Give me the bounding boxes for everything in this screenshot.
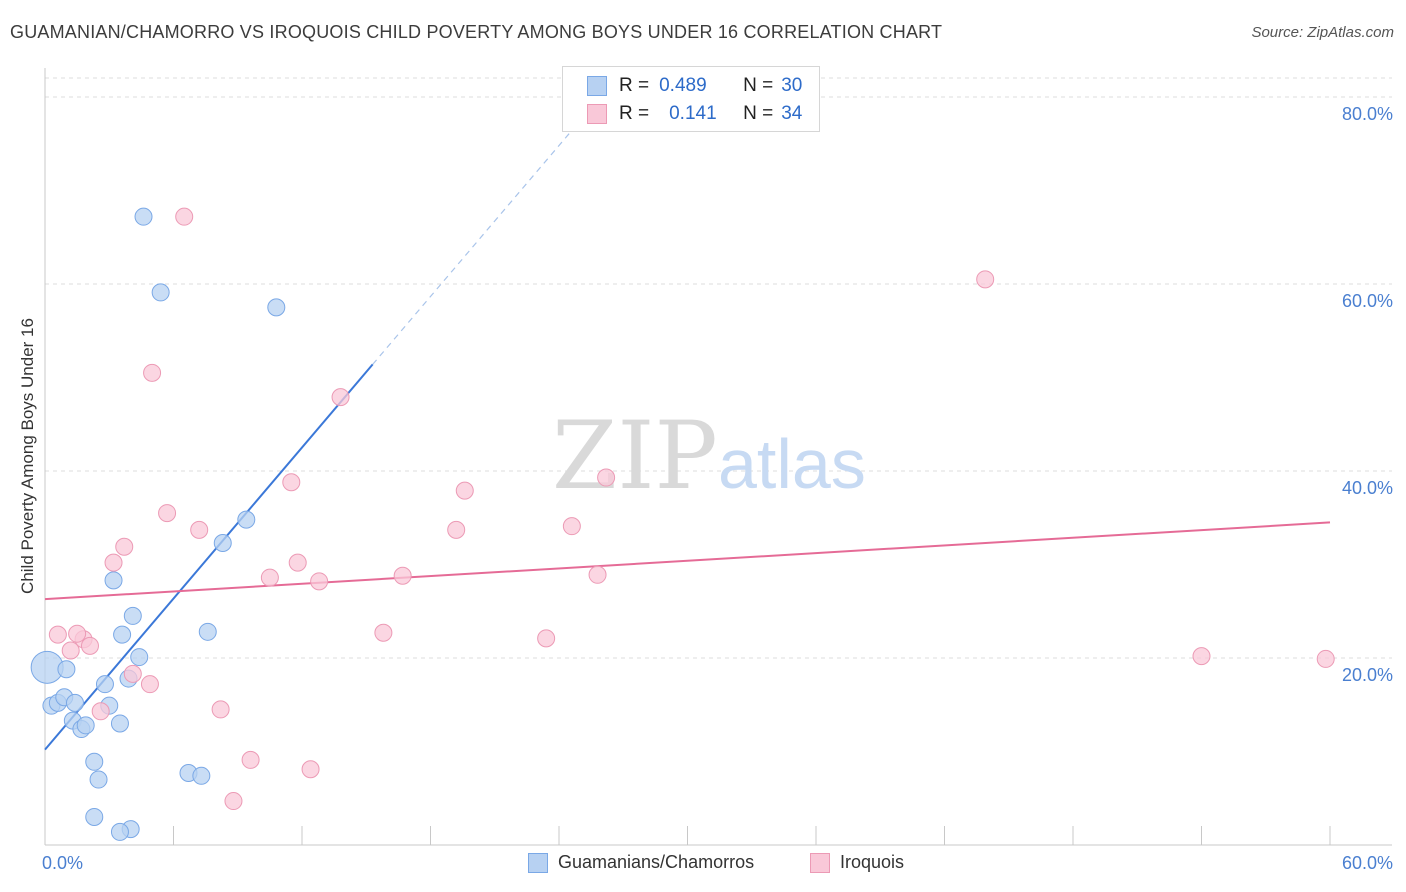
legend-row-iroquois: R = 0.141 N = 34 <box>563 101 802 127</box>
point-iroquois <box>123 664 142 683</box>
point-guamanian <box>95 675 114 694</box>
point-guamanian <box>57 660 76 679</box>
legend-swatch-iroquois <box>587 104 607 124</box>
point-iroquois <box>104 553 123 572</box>
y-tick-label: 60.0% <box>1342 291 1393 311</box>
point-iroquois <box>241 750 260 769</box>
trendline-guamanian-extension <box>372 119 581 365</box>
legend-n-label: N = <box>743 75 774 96</box>
legend-n-label: N = <box>743 103 774 124</box>
point-iroquois <box>224 792 243 811</box>
point-iroquois <box>91 702 110 721</box>
point-guamanian <box>151 283 170 302</box>
watermark: ZIP atlas <box>552 402 866 511</box>
legend-row-guamanian: R = 0.489 N = 30 <box>563 73 802 99</box>
point-iroquois <box>115 537 134 556</box>
point-iroquois <box>537 629 556 648</box>
legend-r-value: 0.489 <box>659 75 707 96</box>
point-iroquois <box>61 641 80 660</box>
point-guamanian <box>123 606 142 625</box>
point-iroquois <box>211 700 230 719</box>
point-iroquois <box>455 481 474 500</box>
point-iroquois <box>374 623 393 642</box>
legend-r-label: R = <box>619 75 650 96</box>
point-guamanian <box>76 716 95 735</box>
point-guamanian <box>104 571 123 590</box>
series-legend: Guamanians/Chamorros Iroquois <box>0 852 1406 876</box>
correlation-legend: R = 0.489 N = 30 R = 0.141 N = 34 <box>562 66 820 132</box>
legend-n-value: 34 <box>781 103 803 124</box>
point-iroquois <box>588 565 607 584</box>
point-iroquois <box>310 572 329 591</box>
point-iroquois <box>976 270 995 289</box>
legend-r-value: 0.141 <box>669 103 717 124</box>
chart-title: GUAMANIAN/CHAMORRO VS IROQUOIS CHILD POV… <box>10 22 943 42</box>
point-guamanian <box>192 766 211 785</box>
point-iroquois <box>140 675 159 694</box>
point-iroquois <box>158 504 177 523</box>
point-guamanian <box>89 770 108 789</box>
legend-swatch-guamanian <box>528 852 548 873</box>
point-guamanian <box>65 693 84 712</box>
point-iroquois <box>288 553 307 572</box>
point-iroquois <box>1192 647 1211 666</box>
data-points <box>30 207 1335 841</box>
point-iroquois <box>331 388 350 407</box>
y-axis-label: Child Poverty Among Boys Under 16 <box>18 318 37 594</box>
point-iroquois <box>1316 649 1335 668</box>
gridlines <box>45 77 1392 659</box>
point-guamanian <box>110 822 129 841</box>
point-guamanian <box>113 625 132 644</box>
point-guamanian <box>110 714 129 733</box>
watermark-atlas: atlas <box>718 425 866 503</box>
trendline-guamanian <box>44 363 374 751</box>
legend-swatch-iroquois <box>810 852 830 873</box>
watermark-zip: ZIP <box>552 402 718 511</box>
legend-r-label: R = <box>619 103 650 124</box>
point-guamanian <box>198 622 217 641</box>
axes <box>44 68 1392 846</box>
point-iroquois <box>447 520 466 539</box>
point-iroquois <box>260 568 279 587</box>
point-guamanian <box>130 648 149 667</box>
point-guamanian <box>267 298 286 317</box>
y-tick-label: 20.0% <box>1342 665 1393 685</box>
legend-swatch-guamanian <box>587 76 607 96</box>
point-guamanian <box>134 207 153 226</box>
legend-item-guamanian: Guamanians/Chamorros <box>528 852 754 873</box>
point-iroquois <box>143 363 162 382</box>
point-guamanian <box>85 752 104 771</box>
y-tick-label: 40.0% <box>1342 478 1393 498</box>
x-tick-label: 0.0% <box>42 853 83 873</box>
point-iroquois <box>48 625 67 644</box>
point-iroquois <box>393 566 412 585</box>
legend-n-value: 30 <box>781 75 803 96</box>
point-guamanian <box>85 807 104 826</box>
point-iroquois <box>282 473 301 492</box>
point-iroquois <box>301 760 320 779</box>
trendline-iroquois <box>44 521 1331 601</box>
point-iroquois <box>175 207 194 226</box>
point-iroquois <box>68 624 87 643</box>
legend-label-iroquois: Iroquois <box>840 852 905 872</box>
tick-labels: 20.0% 40.0% 60.0% 80.0% 0.0% 60.0% <box>42 104 1393 873</box>
y-tick-label: 80.0% <box>1342 104 1393 124</box>
point-iroquois <box>190 520 209 539</box>
point-iroquois <box>597 468 616 487</box>
legend-label-guamanian: Guamanians/Chamorros <box>558 852 755 872</box>
x-tick-label: 60.0% <box>1342 853 1393 873</box>
point-guamanian <box>237 510 256 529</box>
point-iroquois <box>80 636 99 655</box>
point-iroquois <box>562 517 581 536</box>
source-label: Source: ZipAtlas.com <box>1251 24 1394 41</box>
point-guamanian <box>213 533 232 552</box>
legend-item-iroquois: Iroquois <box>810 852 904 873</box>
